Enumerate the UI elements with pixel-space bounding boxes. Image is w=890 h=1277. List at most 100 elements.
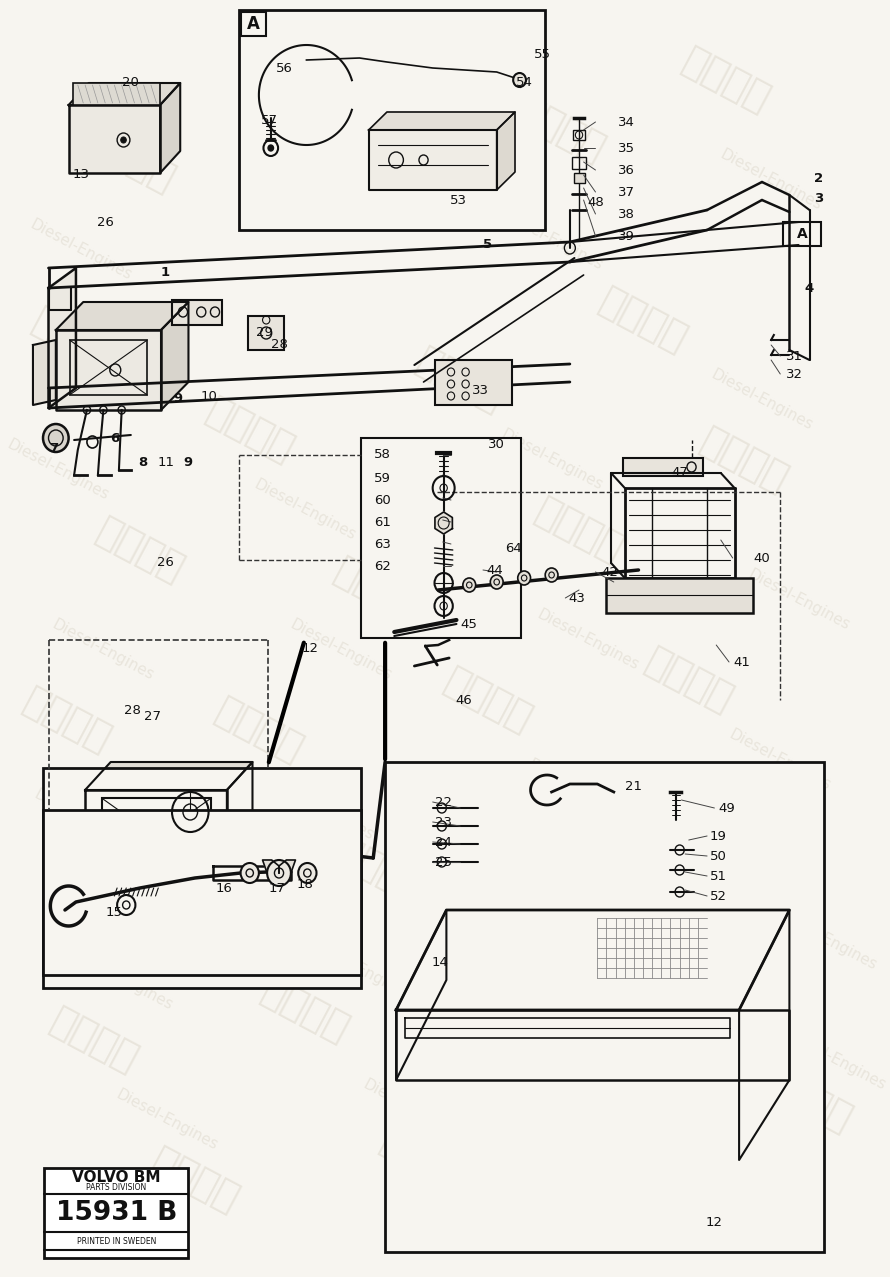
Circle shape	[298, 863, 317, 882]
Text: 61: 61	[374, 516, 391, 529]
Polygon shape	[435, 512, 452, 534]
Polygon shape	[69, 83, 180, 105]
Polygon shape	[263, 859, 279, 873]
Polygon shape	[161, 301, 189, 410]
Text: 63: 63	[374, 538, 391, 550]
Text: 57: 57	[262, 114, 279, 126]
Bar	[239, 10, 546, 230]
Text: Diesel-Engines: Diesel-Engines	[773, 907, 879, 973]
Text: 38: 38	[619, 207, 635, 221]
Text: 紧发动力: 紧发动力	[511, 91, 611, 169]
Text: 紧发动力: 紧发动力	[328, 552, 428, 628]
Circle shape	[121, 137, 126, 143]
Text: 12: 12	[302, 641, 319, 655]
Text: 8: 8	[138, 456, 148, 469]
Text: 10: 10	[201, 389, 218, 402]
Text: 16: 16	[215, 881, 232, 894]
Text: 18: 18	[296, 879, 313, 891]
Text: 43: 43	[569, 591, 586, 604]
Text: 40: 40	[754, 552, 771, 564]
Text: 紧发动力: 紧发动力	[465, 1011, 565, 1089]
Text: 56: 56	[276, 61, 293, 74]
Text: 41: 41	[733, 655, 750, 668]
Bar	[434, 360, 513, 405]
Text: 21: 21	[626, 779, 643, 793]
Polygon shape	[213, 866, 291, 880]
Text: 4: 4	[805, 281, 814, 295]
Polygon shape	[33, 340, 56, 405]
Polygon shape	[279, 859, 295, 873]
Text: 53: 53	[449, 194, 466, 207]
Bar	[172, 300, 222, 326]
Text: 13: 13	[73, 169, 90, 181]
Text: Diesel-Engines: Diesel-Engines	[32, 787, 139, 853]
Bar	[361, 438, 522, 638]
Bar	[73, 83, 160, 105]
Polygon shape	[85, 790, 227, 890]
Text: 3: 3	[814, 192, 823, 204]
Bar	[43, 767, 361, 988]
Text: 12: 12	[706, 1216, 723, 1228]
Text: 50: 50	[709, 849, 726, 862]
Text: 42: 42	[602, 566, 619, 578]
Text: Diesel-Engines: Diesel-Engines	[717, 147, 824, 213]
Circle shape	[546, 568, 558, 582]
Text: 14: 14	[432, 955, 449, 968]
Text: Diesel-Engines: Diesel-Engines	[745, 567, 852, 633]
Bar	[69, 340, 147, 395]
Text: 24: 24	[435, 835, 452, 848]
Text: 紧发动力: 紧发动力	[693, 421, 794, 499]
Text: 37: 37	[618, 185, 635, 198]
Text: VOLVO BM: VOLVO BM	[72, 1171, 160, 1185]
Text: 7: 7	[50, 442, 59, 455]
Text: 紧发动力: 紧发动力	[145, 1142, 245, 1218]
Text: 紧发动力: 紧发动力	[584, 1111, 684, 1189]
Polygon shape	[396, 911, 789, 1010]
Text: 36: 36	[619, 163, 635, 176]
Text: 紧发动力: 紧发动力	[437, 661, 538, 738]
Bar	[43, 810, 361, 976]
Polygon shape	[405, 1018, 730, 1038]
Polygon shape	[368, 112, 515, 130]
Text: Diesel-Engines: Diesel-Engines	[781, 1027, 888, 1093]
Text: Diesel-Engines: Diesel-Engines	[251, 476, 358, 543]
Text: 48: 48	[587, 195, 604, 208]
Text: 60: 60	[374, 493, 391, 507]
Text: 紧发动力: 紧发动力	[310, 821, 409, 899]
Text: A: A	[247, 15, 260, 33]
Text: 紧发动力: 紧发动力	[17, 681, 117, 759]
Bar	[101, 798, 211, 876]
Text: Diesel-Engines: Diesel-Engines	[114, 1087, 221, 1153]
Text: 紧发动力: 紧发动力	[208, 691, 309, 769]
Text: 紧发动力: 紧发动力	[593, 281, 693, 359]
Text: 30: 30	[489, 438, 506, 451]
Text: 11: 11	[158, 456, 174, 469]
Text: 紧发动力: 紧发动力	[272, 51, 373, 129]
Text: 20: 20	[123, 75, 139, 88]
Circle shape	[490, 575, 503, 589]
Text: 紧发动力: 紧发动力	[26, 301, 126, 379]
Text: 62: 62	[374, 559, 391, 572]
Text: PRINTED IN SWEDEN: PRINTED IN SWEDEN	[77, 1236, 156, 1245]
Bar	[240, 11, 266, 36]
Polygon shape	[69, 105, 160, 172]
Text: 17: 17	[269, 881, 286, 894]
Text: 55: 55	[534, 49, 551, 61]
Text: 9: 9	[183, 456, 192, 469]
Polygon shape	[85, 762, 253, 790]
Bar	[573, 172, 585, 183]
Text: 26: 26	[97, 216, 114, 229]
Circle shape	[240, 863, 259, 882]
Polygon shape	[160, 83, 180, 172]
Text: 紧发动力: 紧发动力	[373, 1121, 473, 1199]
Text: 59: 59	[374, 471, 391, 484]
Text: 紧发动力: 紧发动力	[410, 341, 510, 419]
Text: 28: 28	[271, 337, 287, 350]
Text: Diesel-Engines: Diesel-Engines	[27, 217, 134, 283]
Polygon shape	[227, 762, 253, 890]
Bar	[44, 1168, 189, 1258]
Circle shape	[514, 73, 526, 87]
Bar	[572, 130, 586, 140]
Text: 33: 33	[472, 383, 489, 396]
Bar	[385, 762, 824, 1251]
